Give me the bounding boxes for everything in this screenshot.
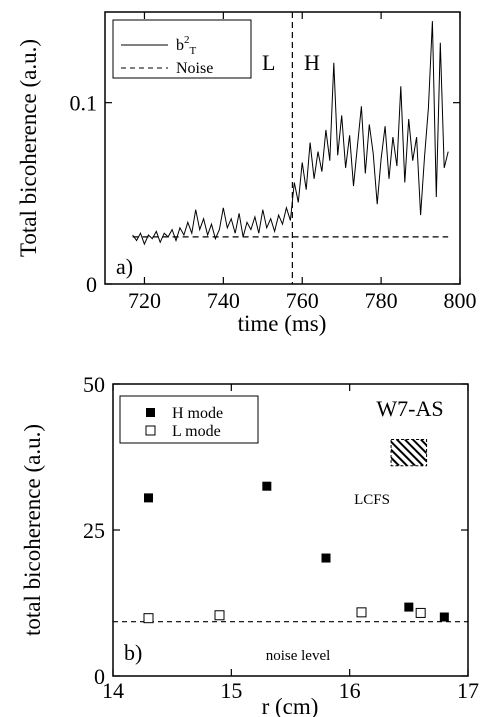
panel-a-frame <box>104 11 461 285</box>
panel-a-label: a) <box>116 254 133 279</box>
panel-b-xtick-label: 14 <box>102 678 124 703</box>
lcfs-hatch-line <box>453 439 479 465</box>
h-mode-point <box>262 481 272 491</box>
lcfs-hatch-line <box>412 439 427 455</box>
legend-noise-label: Noise <box>176 60 213 77</box>
lcfs-region <box>390 438 479 467</box>
lcfs-hatch-line <box>445 439 471 465</box>
lcfs-hatch-line <box>396 439 424 466</box>
panel-a-ylabel: Total bicoherence (a.u.) <box>16 39 41 257</box>
panel-b-ytick-label: 25 <box>83 518 105 543</box>
lcfs-label: LCFS <box>354 492 390 508</box>
panel-a-ticks: 720 740 760 780 800 0 0.1 <box>70 12 477 313</box>
panel-b-label: b) <box>124 640 142 665</box>
panel-a-xtick-label: 780 <box>365 288 398 313</box>
lcfs-hatch-line <box>404 439 427 463</box>
bicoherence-trace <box>132 21 449 246</box>
noise-level-label: noise level <box>266 648 331 664</box>
panel-b-legend: H mode L mode <box>119 395 259 444</box>
h-mode-point <box>404 602 414 612</box>
panel-a-plot-area <box>132 12 449 284</box>
panel-a-ytick-label: 0 <box>86 272 97 297</box>
lcfs-hatch-line <box>391 440 416 466</box>
panel-a-xlabel: time (ms) <box>238 311 327 336</box>
h-mode-point <box>144 493 153 503</box>
panel-b-legend-box <box>119 395 259 444</box>
panel-b-ytick-label: 50 <box>83 372 105 397</box>
panel-a: 720 740 760 780 800 0 0.1 b2T Noise L H a) tim… <box>16 11 477 336</box>
panel-b-ylabel: total bicoherence (a.u.) <box>20 424 45 636</box>
lcfs-hatch-line <box>429 439 455 465</box>
lcfs-box <box>390 438 428 467</box>
panel-a-xtick-label: 740 <box>207 288 240 313</box>
panel-b-ticks: 14 15 16 17 0 25 50 <box>83 372 479 703</box>
panel-b-xlabel: r (cm) <box>262 694 319 717</box>
panel-b-xtick-label: 17 <box>457 678 479 703</box>
mode-annotation-h: H <box>304 50 320 75</box>
h-mode-point <box>321 553 331 563</box>
h-mode-point <box>439 612 449 622</box>
legend-l-mode-marker <box>145 425 156 436</box>
lcfs-hatch-line <box>391 464 392 466</box>
panel-a-xtick-label: 800 <box>444 288 477 313</box>
l-mode-point <box>356 607 367 618</box>
lcfs-hatch-line <box>420 439 427 447</box>
lcfs-hatch-line <box>437 439 463 465</box>
legend-h-mode-label: H mode <box>172 405 223 422</box>
legend-l-mode-label: L mode <box>172 423 221 440</box>
l-mode-point <box>143 613 154 624</box>
panel-a-legend-box <box>112 19 252 79</box>
panel-a-legend: b2T Noise <box>112 19 252 79</box>
lcfs-hatch-line <box>391 456 400 466</box>
lcfs-hatch-line <box>391 448 408 466</box>
panel-b-xtick-label: 15 <box>220 678 242 703</box>
panel-b-ytick-label: 0 <box>94 664 105 689</box>
device-label: W7-AS <box>376 396 443 421</box>
panel-b-xtick-label: 16 <box>339 678 361 703</box>
panel-b-plot-area <box>113 481 468 624</box>
panel-a-ytick-label: 0.1 <box>70 91 98 116</box>
panel-a-xtick-label: 760 <box>286 288 319 313</box>
l-mode-point <box>214 610 225 621</box>
panel-a-xtick-label: 720 <box>128 288 161 313</box>
mode-annotation-l: L <box>262 50 275 75</box>
l-mode-point <box>415 607 426 618</box>
legend-h-mode-marker <box>146 408 155 417</box>
lcfs-hatch <box>391 439 479 466</box>
legend-b2t-label: b2T <box>176 34 197 57</box>
panel-b: 14 15 16 17 0 25 50 H mode L mode W7-AS LCFS n… <box>20 372 479 717</box>
